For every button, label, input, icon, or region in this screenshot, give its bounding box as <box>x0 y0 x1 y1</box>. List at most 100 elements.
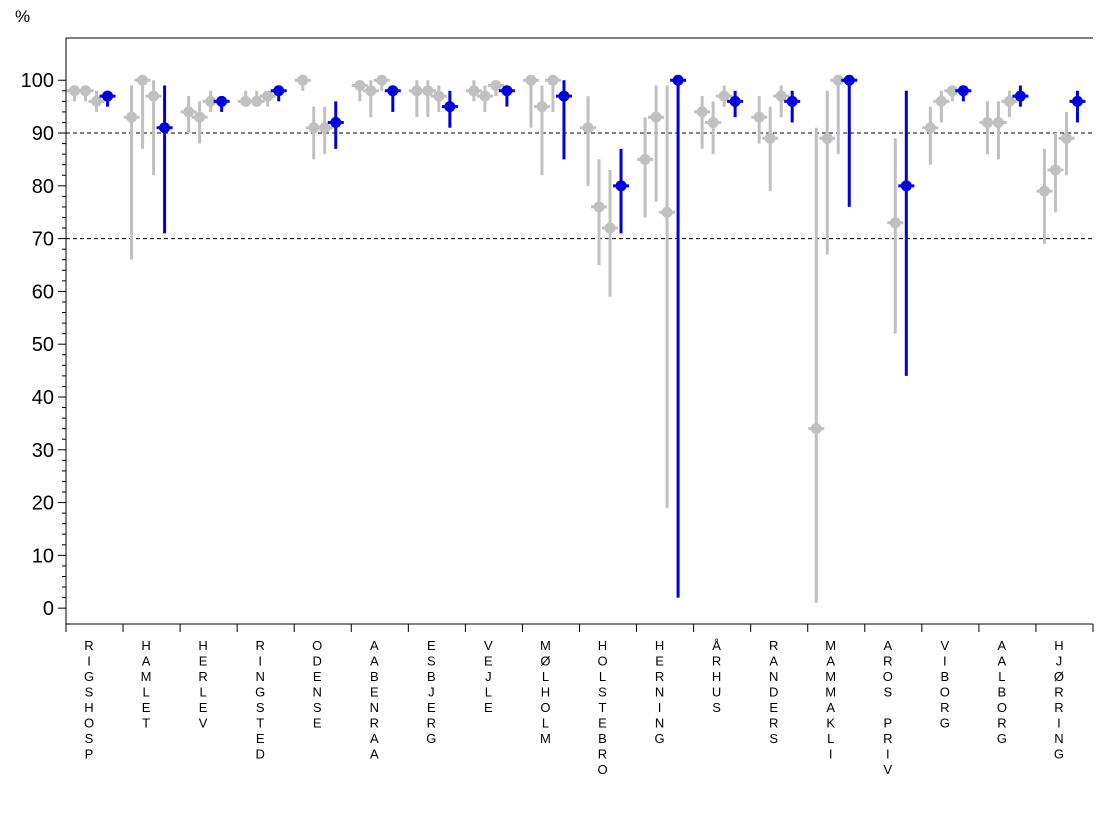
category-label-char: L <box>998 669 1005 684</box>
category-label-char: B <box>998 685 1007 700</box>
y-tick-label: 70 <box>32 229 54 251</box>
history-point <box>547 74 559 86</box>
category-label-char: S <box>883 685 892 700</box>
category-label-char: E <box>199 700 208 715</box>
category-label-char: J <box>428 685 435 700</box>
category-label-char: U <box>712 685 721 700</box>
category-label-char: A <box>883 638 892 653</box>
current-point <box>786 95 798 107</box>
y-tick-label: 20 <box>32 493 54 515</box>
category-label-char: H <box>198 638 207 653</box>
category-label-char: N <box>655 716 664 731</box>
category-label-char: O <box>597 654 607 669</box>
category-label-char: D <box>769 685 778 700</box>
history-point <box>365 85 377 97</box>
category-label-char: L <box>599 669 606 684</box>
category-label-char: V <box>883 762 892 777</box>
category-label-char: M <box>825 638 836 653</box>
category-label-char: T <box>142 716 150 731</box>
category-label-char: E <box>484 700 493 715</box>
y-tick-label: 50 <box>32 334 54 356</box>
category-label-char: S <box>598 685 607 700</box>
category-label-char: J <box>1056 654 1063 669</box>
history-point <box>137 74 149 86</box>
current-point <box>501 85 513 97</box>
history-point <box>718 90 730 102</box>
category-label-char: G <box>940 716 950 731</box>
category-label-char: L <box>485 685 492 700</box>
category-label-char: R <box>1054 700 1063 715</box>
history-point <box>582 122 594 134</box>
category-label-char: R <box>940 700 949 715</box>
category-label-char: A <box>370 638 379 653</box>
category-label-char: E <box>313 669 322 684</box>
history-point <box>433 90 445 102</box>
category-label-char: M <box>540 638 551 653</box>
history-point <box>889 217 901 229</box>
category-label-char: O <box>312 638 322 653</box>
history-point <box>240 95 252 107</box>
category-label-char: B <box>427 669 436 684</box>
category-label-char: B <box>370 669 379 684</box>
history-point <box>604 222 616 234</box>
history-point <box>536 101 548 113</box>
category-label-char: M <box>141 669 152 684</box>
category-label-char: E <box>370 685 379 700</box>
category-label-char: O <box>597 762 607 777</box>
category-label-char: S <box>85 731 94 746</box>
category-label-char: G <box>654 731 664 746</box>
category-label-char: A <box>142 654 151 669</box>
current-point <box>444 101 456 113</box>
y-tick-label: 30 <box>32 440 54 462</box>
category-label-char: M <box>825 685 836 700</box>
current-point <box>159 122 171 134</box>
category-label-char: Ø <box>1054 669 1064 684</box>
history-point <box>981 116 993 128</box>
axes: 0 10 20 30 40 50 60 70 80 90 100 <box>21 37 1094 632</box>
y-tick-label: 80 <box>32 176 54 198</box>
current-point <box>1071 95 1083 107</box>
category-label-char: S <box>256 700 265 715</box>
category-label-char: N <box>313 685 322 700</box>
history-point <box>753 111 765 123</box>
category-label-char: E <box>427 638 436 653</box>
category-label-char: E <box>484 654 493 669</box>
y-tick-label: 0 <box>43 598 54 620</box>
category-label-char: B <box>598 731 607 746</box>
history-point <box>69 85 81 97</box>
history-point <box>525 74 537 86</box>
category-label-char: R <box>997 716 1006 731</box>
category-label-char: O <box>883 669 893 684</box>
category-label-char: G <box>255 685 265 700</box>
category-label-char: N <box>255 669 264 684</box>
category-label-char: H <box>712 669 721 684</box>
category-label-char: A <box>998 638 1007 653</box>
current-point <box>672 74 684 86</box>
category-label-char: A <box>370 731 379 746</box>
category-label-char: H <box>84 700 93 715</box>
category-label-char: I <box>658 700 662 715</box>
category-label-char: O <box>84 716 94 731</box>
category-label-char: H <box>541 685 550 700</box>
history-point <box>821 132 833 144</box>
history-point <box>422 85 434 97</box>
history-point <box>639 153 651 165</box>
history-point <box>775 90 787 102</box>
y-tick-label: 60 <box>32 281 54 303</box>
category-label-char: S <box>769 731 778 746</box>
category-label-char: M <box>540 731 551 746</box>
category-label-char: L <box>199 685 206 700</box>
category-label-char: P <box>85 747 94 762</box>
category-label-char: G <box>997 731 1007 746</box>
history-point <box>764 132 776 144</box>
category-label-char: N <box>769 669 778 684</box>
history-point <box>297 74 309 86</box>
y-tick-label: 100 <box>21 70 54 92</box>
history-point <box>707 116 719 128</box>
category-label-char: G <box>1054 747 1064 762</box>
category-label-char: R <box>427 716 436 731</box>
category-label-char: I <box>1057 716 1061 731</box>
history-point <box>1049 164 1061 176</box>
history-point <box>810 423 822 435</box>
